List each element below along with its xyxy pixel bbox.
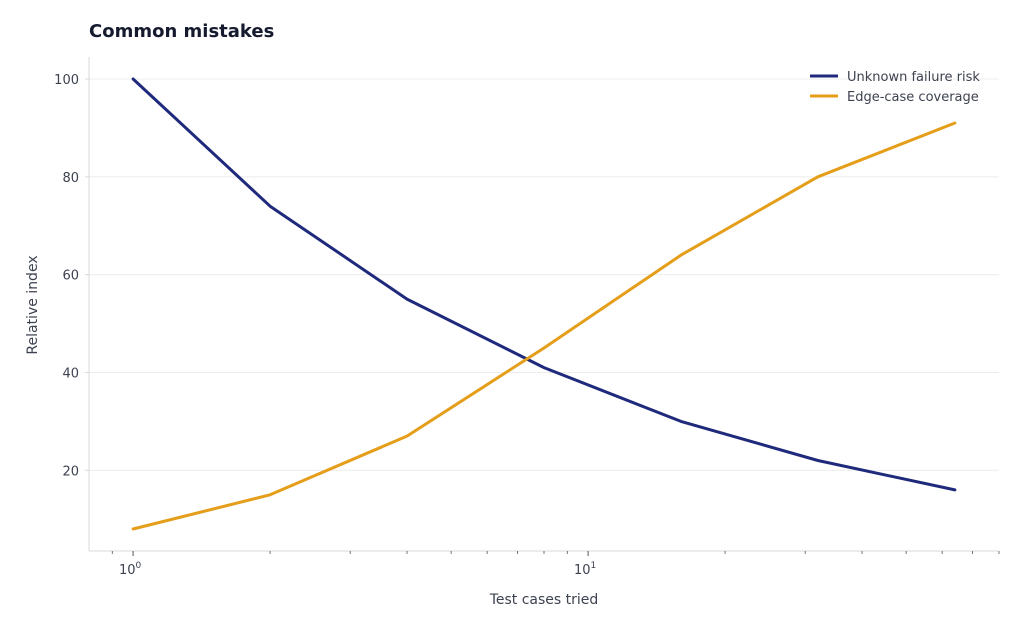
y-tick-label: 80 [62,171,79,186]
legend-label: Edge-case coverage [847,90,979,105]
x-tick-label: 101 [574,561,596,578]
legend: Unknown failure risk Edge-case coverage [810,70,980,105]
x-tick-label: 100 [119,561,142,578]
y-tick-label: 20 [62,464,79,479]
legend-label: Unknown failure risk [847,70,980,85]
series-line-1 [131,77,957,492]
series-lines [131,77,957,531]
y-tick-label: 40 [62,366,79,381]
y-tick-label: 60 [62,269,79,284]
grid-lines [89,78,999,471]
axes [85,57,1000,556]
series-line-2 [131,121,957,531]
tick-labels: 20 40 60 80 100 100 101 [54,73,596,578]
chart-title: Common mistakes [89,21,275,42]
y-axis-title: Relative index [25,255,41,354]
y-tick-label: 100 [54,73,79,88]
x-axis-title: Test cases tried [489,592,599,608]
